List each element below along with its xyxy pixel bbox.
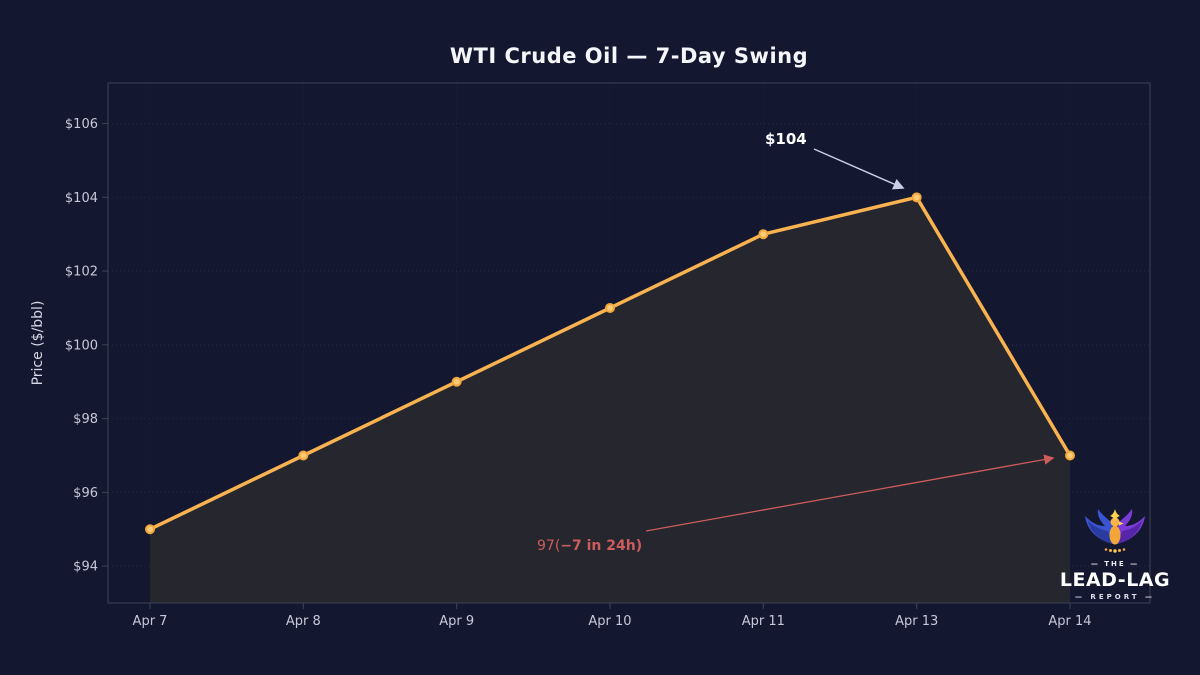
logo-name-text: LEAD-LAG bbox=[1059, 569, 1171, 591]
plot-border bbox=[107, 82, 1151, 604]
y-tick-label: $106 bbox=[65, 117, 98, 132]
x-tick-label: Apr 10 bbox=[588, 614, 631, 629]
data-point-marker bbox=[298, 450, 309, 461]
annotation-peak-label: $104 bbox=[765, 130, 807, 148]
data-point-marker bbox=[145, 524, 155, 535]
y-tick-label: $102 bbox=[65, 265, 98, 280]
y-tick-label: $104 bbox=[65, 191, 98, 206]
price-series bbox=[145, 192, 1075, 604]
data-point-marker bbox=[911, 192, 922, 203]
logo-the-text: — THE — bbox=[1090, 560, 1140, 568]
axes: $94 $96 $98 $100 $102 $104 $106 Apr 7 Apr 8 Apr 9… bbox=[65, 117, 1092, 629]
y-tick-label: $96 bbox=[73, 486, 98, 501]
logo-report-text: — REPORT — bbox=[1075, 593, 1155, 601]
y-axis-label: Price ($/bbl) bbox=[30, 301, 46, 386]
x-tick-label: Apr 14 bbox=[1048, 614, 1091, 629]
data-point-marker bbox=[605, 302, 615, 313]
x-tick-label: Apr 7 bbox=[133, 614, 168, 629]
lead-lag-logo: — THE — LEAD-LAG — REPORT — bbox=[1051, 506, 1179, 601]
price-area-fill bbox=[150, 197, 1070, 604]
x-tick-label: Apr 13 bbox=[895, 614, 938, 629]
y-tick-label: $100 bbox=[65, 338, 98, 353]
x-tick-label: Apr 8 bbox=[286, 614, 321, 629]
data-point-marker bbox=[1065, 450, 1075, 461]
x-tick-label: Apr 11 bbox=[742, 614, 785, 629]
y-tick-label: $94 bbox=[73, 560, 98, 575]
data-point-marker bbox=[451, 376, 462, 387]
chart-title: WTI Crude Oil — 7-Day Swing bbox=[449, 44, 809, 68]
annotation-peak: $104 bbox=[765, 130, 905, 190]
phoenix-icon bbox=[1085, 509, 1145, 553]
annotation-drop-arrow bbox=[645, 454, 1055, 532]
annotation-drop-label: 97(−7 in 24h) bbox=[537, 538, 642, 554]
annotation-peak-arrow bbox=[813, 148, 905, 190]
data-point-marker bbox=[758, 229, 769, 240]
x-tick-label: Apr 9 bbox=[439, 614, 474, 629]
y-tick-label: $98 bbox=[73, 412, 98, 427]
annotation-drop: 97(−7 in 24h) bbox=[537, 454, 1055, 554]
